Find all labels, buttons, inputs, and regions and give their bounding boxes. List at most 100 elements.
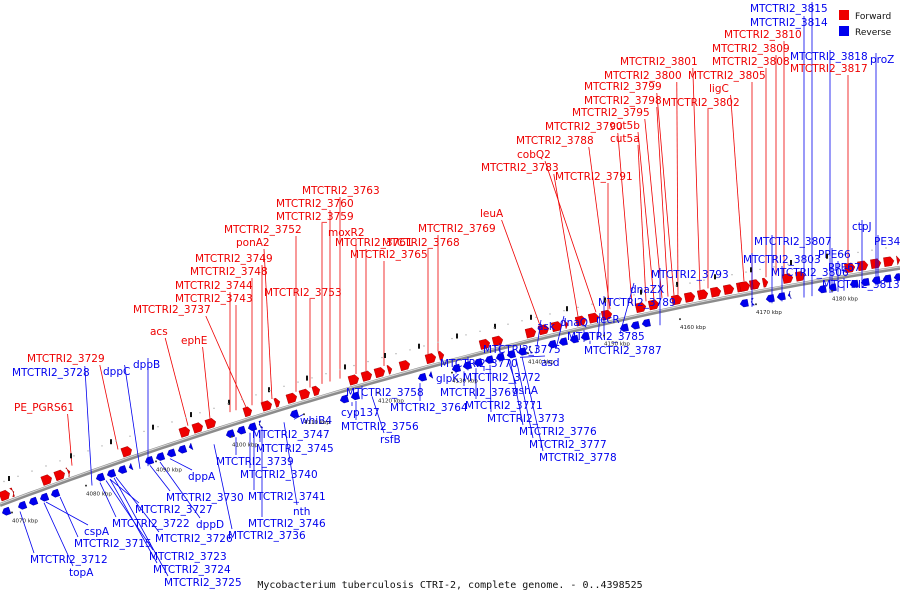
reverse-gene-label[interactable]: MTCTRI2_3723 bbox=[149, 551, 227, 563]
reverse-gene-label[interactable]: MTCTRI2_3726 bbox=[155, 533, 233, 545]
forward-gene-label[interactable]: MTCTRI2_3802 bbox=[662, 97, 740, 109]
forward-gene-label[interactable]: leuA bbox=[480, 208, 504, 220]
reverse-gene-label[interactable]: dppC bbox=[103, 366, 130, 378]
reverse-gene-label[interactable]: rsfB bbox=[380, 434, 401, 446]
reverse-gene-label[interactable]: MTCTRI2_3730 bbox=[166, 492, 244, 504]
reverse-gene-label[interactable]: cyp137 bbox=[341, 407, 380, 419]
forward-gene-arrow[interactable] bbox=[386, 365, 393, 375]
forward-gene-label[interactable]: ligC bbox=[709, 83, 729, 95]
forward-gene-arrow[interactable] bbox=[178, 426, 191, 438]
reverse-gene-label[interactable]: MTCTRI2_3815 bbox=[750, 3, 828, 15]
forward-gene-label[interactable]: MTCTRI2_3737 bbox=[133, 304, 211, 316]
forward-gene-label[interactable]: MTCTRI2_3752 bbox=[224, 224, 302, 236]
reverse-gene-arrow[interactable] bbox=[177, 444, 188, 454]
reverse-gene-arrow[interactable] bbox=[236, 425, 247, 435]
forward-gene-arrow[interactable] bbox=[722, 284, 735, 295]
reverse-gene-label[interactable]: MTCTRI2_3727 bbox=[135, 504, 213, 516]
reverse-gene-arrow[interactable] bbox=[882, 274, 892, 283]
reverse-gene-label[interactable]: MTCTRI2_3724 bbox=[153, 564, 231, 576]
reverse-gene-arrow[interactable] bbox=[641, 318, 651, 328]
reverse-gene-label[interactable]: MTCTRI2_3813 bbox=[822, 279, 900, 291]
reverse-gene-label[interactable]: MTCTRI2_3770 bbox=[440, 358, 518, 370]
reverse-gene-label[interactable]: MTCTRI2_3746 bbox=[248, 518, 326, 530]
forward-gene-label[interactable]: MTCTRI2_3809 bbox=[712, 43, 790, 55]
forward-gene-label[interactable]: PE_PGRS61 bbox=[14, 402, 74, 414]
reverse-gene-label[interactable]: MTCTRI2_3806 bbox=[771, 267, 849, 279]
reverse-gene-label[interactable]: MTCTRI2_3736 bbox=[228, 530, 306, 542]
forward-gene-arrow[interactable] bbox=[751, 279, 761, 290]
reverse-gene-label[interactable]: MTCTRI2_3814 bbox=[750, 17, 828, 29]
reverse-gene-arrow[interactable] bbox=[39, 492, 50, 502]
forward-gene-label[interactable]: cut5a bbox=[610, 133, 640, 145]
reverse-gene-arrow[interactable] bbox=[166, 448, 177, 458]
reverse-gene-arrow[interactable] bbox=[860, 277, 870, 287]
reverse-gene-label[interactable]: dnaQ bbox=[560, 317, 588, 329]
forward-gene-label[interactable]: ponA2 bbox=[236, 237, 270, 249]
reverse-gene-arrow[interactable] bbox=[155, 452, 166, 461]
forward-gene-label[interactable]: MTCTRI2_3801 bbox=[620, 56, 698, 68]
reverse-gene-arrow[interactable] bbox=[776, 292, 786, 301]
reverse-gene-arrow[interactable] bbox=[473, 358, 483, 367]
reverse-gene-label[interactable]: MTCTRI2_3771 bbox=[465, 400, 543, 412]
forward-gene-arrow[interactable] bbox=[670, 294, 683, 306]
reverse-gene-label[interactable]: dppD bbox=[196, 519, 224, 531]
forward-gene-arrow[interactable] bbox=[373, 367, 386, 379]
reverse-gene-label[interactable]: recR bbox=[596, 314, 620, 326]
reverse-gene-label[interactable]: proZ bbox=[870, 54, 894, 66]
reverse-gene-label[interactable]: glpK bbox=[436, 373, 460, 385]
forward-gene-arrow[interactable] bbox=[883, 256, 895, 267]
forward-gene-label[interactable]: cut5b bbox=[610, 120, 640, 132]
reverse-gene-arrow[interactable] bbox=[495, 352, 505, 362]
forward-gene-label[interactable]: MTCTRI2_3799 bbox=[584, 81, 662, 93]
reverse-gene-label[interactable]: MTCTRI2_3767 bbox=[440, 387, 518, 399]
reverse-gene-arrow[interactable] bbox=[580, 332, 590, 341]
forward-gene-arrow[interactable] bbox=[739, 281, 751, 292]
reverse-gene-label[interactable]: dppB bbox=[133, 359, 160, 371]
reverse-gene-label[interactable]: dnaZX bbox=[630, 284, 664, 296]
reverse-gene-label[interactable]: MTCTRI2_3739 bbox=[216, 456, 294, 468]
reverse-gene-label[interactable]: MTCTRI2_3778 bbox=[539, 452, 617, 464]
forward-gene-arrow[interactable] bbox=[424, 353, 437, 365]
reverse-gene-arrow[interactable] bbox=[188, 442, 194, 451]
forward-gene-arrow[interactable] bbox=[647, 299, 660, 311]
reverse-gene-label[interactable]: MTCTRI2_3758 bbox=[346, 387, 424, 399]
forward-gene-label[interactable]: MTCTRI2_3729 bbox=[27, 353, 105, 365]
forward-gene-arrow[interactable] bbox=[298, 388, 311, 400]
forward-gene-label[interactable]: MTCTRI2_3760 bbox=[276, 198, 354, 210]
reverse-gene-arrow[interactable] bbox=[817, 285, 827, 294]
reverse-gene-arrow[interactable] bbox=[569, 334, 579, 344]
reverse-gene-arrow[interactable] bbox=[247, 422, 258, 432]
reverse-gene-label[interactable]: ask bbox=[537, 321, 556, 333]
reverse-gene-label[interactable]: MTCTRI2_3776 bbox=[519, 426, 597, 438]
forward-gene-arrow[interactable] bbox=[709, 286, 722, 298]
reverse-gene-label[interactable]: MTCTRI2_3725 bbox=[164, 577, 242, 589]
forward-gene-arrow[interactable] bbox=[398, 360, 411, 372]
forward-gene-label[interactable]: moxR2 bbox=[328, 227, 365, 239]
forward-gene-arrow[interactable] bbox=[683, 292, 696, 303]
reverse-gene-arrow[interactable] bbox=[484, 355, 494, 365]
reverse-gene-arrow[interactable] bbox=[739, 298, 749, 308]
forward-gene-arrow[interactable] bbox=[857, 260, 869, 272]
reverse-gene-arrow[interactable] bbox=[765, 294, 775, 303]
reverse-gene-label[interactable]: MTCTRI2_3785 bbox=[567, 331, 645, 343]
forward-gene-arrow[interactable] bbox=[0, 489, 11, 502]
reverse-gene-label[interactable]: ctpJ bbox=[852, 221, 872, 233]
reverse-gene-label[interactable]: MTCTRI2_3722 bbox=[112, 518, 190, 530]
forward-gene-label[interactable]: MTCTRI2_3798 bbox=[584, 95, 662, 107]
reverse-gene-arrow[interactable] bbox=[95, 472, 106, 482]
forward-gene-arrow[interactable] bbox=[537, 324, 550, 336]
forward-gene-arrow[interactable] bbox=[563, 319, 569, 330]
reverse-gene-label[interactable]: MTCTRI2_3777 bbox=[529, 439, 607, 451]
forward-gene-label[interactable]: MTCTRI2_3768 bbox=[382, 237, 460, 249]
reverse-gene-arrow[interactable] bbox=[258, 420, 264, 429]
reverse-gene-arrow[interactable] bbox=[630, 321, 640, 330]
forward-gene-label[interactable]: MTCTRI2_3800 bbox=[604, 70, 682, 82]
forward-gene-arrow[interactable] bbox=[634, 302, 647, 313]
forward-gene-arrow[interactable] bbox=[574, 315, 587, 327]
forward-gene-arrow[interactable] bbox=[9, 487, 16, 498]
forward-gene-label[interactable]: MTCTRI2_3749 bbox=[195, 253, 273, 265]
reverse-gene-label[interactable]: MTCTRI2_3818 bbox=[790, 51, 868, 63]
reverse-gene-label[interactable]: MTCTRI2_3756 bbox=[341, 421, 419, 433]
reverse-gene-label[interactable]: MTCTRI2_3747 bbox=[252, 429, 330, 441]
forward-gene-label[interactable]: MTCTRI2_3759 bbox=[276, 211, 354, 223]
